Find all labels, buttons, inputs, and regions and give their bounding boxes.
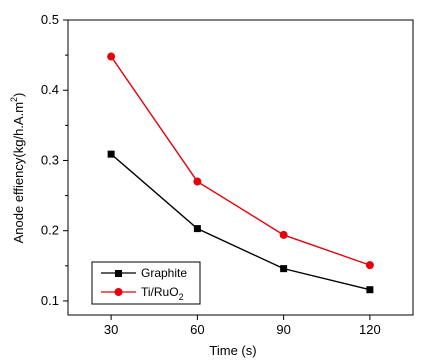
x-tick-label: 120: [359, 322, 381, 337]
y-axis-title: Anode effiency(kg/h.A.m2): [9, 93, 26, 244]
legend: Graphite Ti/RuO2: [91, 261, 201, 305]
legend-label-graphite: Graphite: [141, 266, 187, 280]
legend-item-graphite: Graphite: [101, 266, 187, 280]
data-point-ti-ruo: [365, 261, 374, 270]
data-point-graphite: [280, 265, 288, 273]
x-axis: 30 60 90 120: [104, 315, 381, 337]
x-tick-label: 60: [190, 322, 204, 337]
series-layer: [107, 52, 374, 294]
y-axis-title-tail: ): [11, 93, 26, 97]
plot-frame: [67, 19, 414, 316]
data-point-ti-ruo: [193, 177, 202, 186]
plot-border: [67, 19, 414, 316]
x-axis-title: Time (s): [209, 343, 256, 358]
legend-box: [91, 261, 201, 305]
y-axis-title-main: Anode effiency(kg/h.A.m: [11, 102, 26, 243]
y-tick-label: 0.1: [41, 293, 59, 308]
legend-item-ti-ruo2: Ti/RuO2: [101, 285, 184, 302]
series-line-ti-ruo: [110, 56, 371, 266]
data-point-graphite: [366, 286, 374, 294]
x-tick-label: 30: [104, 322, 118, 337]
y-tick-label: 0.3: [41, 152, 59, 167]
legend-label-ti-ruo2: Ti/RuO2: [141, 285, 184, 302]
legend-label-ti-ruo2-subscript: 2: [179, 292, 184, 302]
data-point-graphite: [107, 150, 115, 158]
x-tick-label: 90: [276, 322, 290, 337]
y-tick-label: 0.4: [41, 82, 59, 97]
y-tick-label: 0.2: [41, 223, 59, 238]
series-line-graphite: [110, 153, 371, 291]
legend-label-ti-ruo2-main: Ti/RuO: [141, 285, 179, 299]
legend-marker-ti-ruo2: [114, 288, 123, 296]
y-axis-title-superscript: 2: [9, 97, 19, 102]
data-point-ti-ruo: [279, 230, 288, 239]
y-axis: 0.1 0.2 0.3 0.4 0.5: [41, 12, 68, 308]
y-tick-label: 0.5: [41, 12, 59, 27]
legend-marker-graphite: [115, 270, 122, 277]
data-point-ti-ruo: [107, 52, 116, 61]
data-point-graphite: [193, 225, 201, 233]
